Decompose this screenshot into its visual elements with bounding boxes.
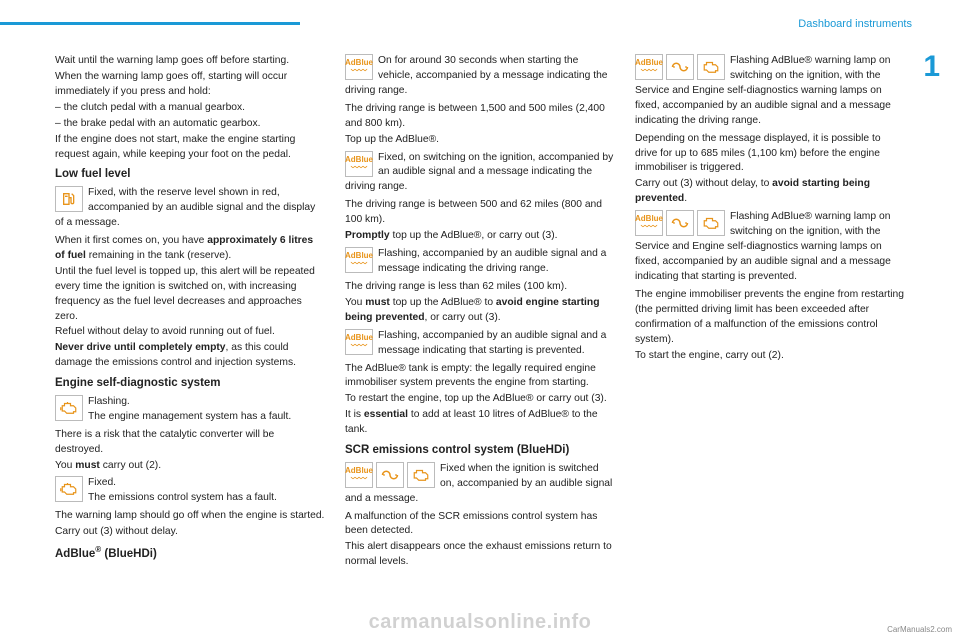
warning-text: Flashing, accompanied by an audible sign… <box>378 330 606 356</box>
body-text: The engine immobiliser prevents the engi… <box>635 288 905 348</box>
warning-text: On for around 30 seconds when starting t… <box>345 55 608 96</box>
engine-icon <box>697 54 725 80</box>
body-text: Top up the AdBlue®. <box>345 133 615 148</box>
heading-low-fuel: Low fuel level <box>55 166 325 183</box>
service-icon <box>376 462 404 488</box>
service-icon <box>666 54 694 80</box>
fuel-pump-icon <box>55 186 83 212</box>
warning-row: AdBlue〰〰 Flashing, accompanied by an aud… <box>345 329 615 359</box>
header-section-title: Dashboard instruments <box>798 18 912 30</box>
body-text: To start the engine, carry out (2). <box>635 349 905 364</box>
body-text: The driving range is between 1,500 and 5… <box>345 102 615 132</box>
body-text: The driving range is between 500 and 62 … <box>345 198 615 228</box>
triple-icon-group: AdBlue〰〰 <box>635 210 725 236</box>
body-text: You must carry out (2). <box>55 459 325 474</box>
adblue-icon: AdBlue〰〰 <box>635 210 663 236</box>
body-text: Carry out (3) without delay, to avoid st… <box>635 177 905 207</box>
body-text: Until the fuel level is topped up, this … <box>55 265 325 325</box>
warning-row: AdBlue〰〰 Flashing, accompanied by an aud… <box>345 247 615 277</box>
warning-row: AdBlue〰〰 Fixed, on switching on the igni… <box>345 151 615 196</box>
body-text: If the engine does not start, make the e… <box>55 133 325 163</box>
adblue-icon: AdBlue〰〰 <box>345 54 373 80</box>
body-text: The driving range is less than 62 miles … <box>345 280 615 295</box>
footer-source: CarManuals2.com <box>887 625 952 634</box>
body-text: A malfunction of the SCR emissions contr… <box>345 510 615 540</box>
body-text: Wait until the warning lamp goes off bef… <box>55 54 325 69</box>
warning-text: Fixed.The emissions control system has a… <box>88 477 277 503</box>
heading-adblue: AdBlue® (BlueHDi) <box>55 544 325 563</box>
chapter-number: 1 <box>923 50 940 84</box>
adblue-icon: AdBlue〰〰 <box>345 329 373 355</box>
engine-icon <box>697 210 725 236</box>
warning-row: AdBlue〰〰 Fixed when the ignition is swit… <box>345 462 615 507</box>
warning-row: Fixed, with the reserve level shown in r… <box>55 186 325 231</box>
body-text: When it first comes on, you have approxi… <box>55 234 325 264</box>
list-item: – the brake pedal with an automatic gear… <box>55 117 325 132</box>
service-icon <box>666 210 694 236</box>
adblue-icon: AdBlue〰〰 <box>635 54 663 80</box>
warning-row: Fixed.The emissions control system has a… <box>55 476 325 506</box>
adblue-icon: AdBlue〰〰 <box>345 247 373 273</box>
body-text: You must top up the AdBlue® to avoid eng… <box>345 296 615 326</box>
warning-text: Fixed, with the reserve level shown in r… <box>55 187 315 228</box>
body-text: There is a risk that the catalytic conve… <box>55 428 325 458</box>
warning-row: AdBlue〰〰 On for around 30 seconds when s… <box>345 54 615 99</box>
engine-icon <box>407 462 435 488</box>
warning-text: Fixed, on switching on the ignition, acc… <box>345 152 613 193</box>
body-text: Refuel without delay to avoid running ou… <box>55 325 325 340</box>
engine-icon <box>55 395 83 421</box>
warning-text: Flashing, accompanied by an audible sign… <box>378 248 606 274</box>
watermark-text: carmanualsonline.info <box>0 611 960 634</box>
body-text: It is essential to add at least 10 litre… <box>345 408 615 438</box>
body-text: To restart the engine, top up the AdBlue… <box>345 392 615 407</box>
body-text: Depending on the message displayed, it i… <box>635 132 905 177</box>
engine-icon <box>55 476 83 502</box>
triple-icon-group: AdBlue〰〰 <box>635 54 725 80</box>
heading-scr: SCR emissions control system (BlueHDi) <box>345 442 615 459</box>
body-text: The warning lamp should go off when the … <box>55 509 325 524</box>
list-item: – the clutch pedal with a manual gearbox… <box>55 101 325 116</box>
body-text: When the warning lamp goes off, starting… <box>55 70 325 100</box>
triple-icon-group: AdBlue〰〰 <box>345 462 435 488</box>
warning-row: AdBlue〰〰 Flashing AdBlue® warning lamp o… <box>635 54 905 129</box>
body-text: This alert disappears once the exhaust e… <box>345 540 615 570</box>
body-text: The AdBlue® tank is empty: the legally r… <box>345 362 615 392</box>
warning-row: AdBlue〰〰 Flashing AdBlue® warning lamp o… <box>635 210 905 285</box>
body-text: Carry out (3) without delay. <box>55 525 325 540</box>
header-accent-line <box>0 22 300 25</box>
adblue-icon: AdBlue〰〰 <box>345 151 373 177</box>
body-text: Promptly top up the AdBlue®, or carry ou… <box>345 229 615 244</box>
body-text: Never drive until completely empty, as t… <box>55 341 325 371</box>
warning-row: Flashing.The engine management system ha… <box>55 395 325 425</box>
warning-text: Flashing.The engine management system ha… <box>88 396 291 422</box>
adblue-icon: AdBlue〰〰 <box>345 462 373 488</box>
heading-engine-diag: Engine self-diagnostic system <box>55 375 325 392</box>
page-content: Wait until the warning lamp goes off bef… <box>55 54 905 599</box>
